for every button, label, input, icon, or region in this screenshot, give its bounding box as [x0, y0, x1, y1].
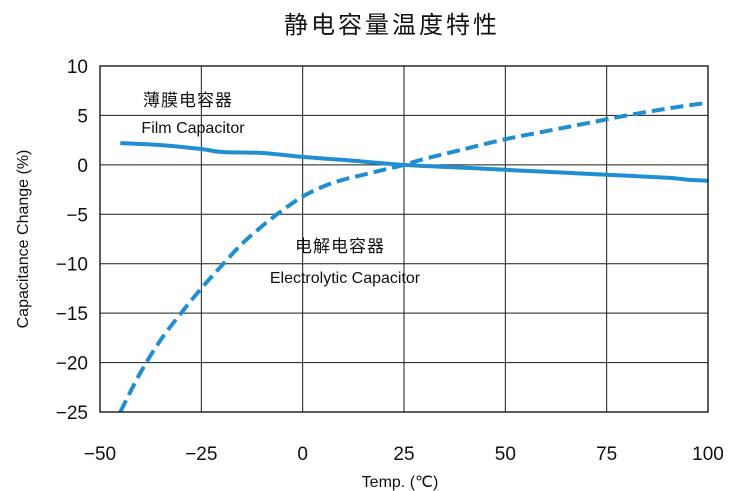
y-tick-label: 5 — [77, 106, 88, 127]
x-axis-label: Temp. (℃) — [362, 474, 439, 491]
grid — [100, 66, 708, 412]
x-tick-label: 75 — [596, 444, 617, 465]
electrolytic-capacitor-label-cn: 电解电容器 — [295, 237, 385, 257]
electrolytic-capacitor-label-en: Electrolytic Capacitor — [270, 270, 421, 287]
y-tick-label: −20 — [56, 354, 88, 375]
y-tick-label: −15 — [56, 304, 88, 325]
film-capacitor-label-cn: 薄膜电容器 — [143, 91, 233, 111]
x-axis-ticks: −50 −25 0 25 50 75 100 — [84, 444, 724, 465]
plot-frame — [99, 65, 709, 413]
x-tick-label: 25 — [393, 444, 414, 465]
x-tick-label: −50 — [84, 444, 116, 465]
y-axis-label: Capacitance Change (%) — [15, 150, 32, 329]
x-tick-label: 100 — [692, 444, 724, 465]
x-tick-label: −25 — [185, 444, 217, 465]
y-tick-label: −10 — [56, 255, 88, 276]
y-tick-label: −25 — [56, 403, 88, 424]
y-tick-label: −5 — [66, 205, 88, 226]
y-tick-label: 0 — [77, 156, 88, 177]
y-tick-label: 10 — [67, 57, 88, 78]
chart-title: 静电容量温度特性 — [284, 11, 500, 39]
y-axis-ticks: 10 5 0 −5 −10 −15 −20 −25 — [56, 57, 88, 424]
x-tick-label: 50 — [495, 444, 516, 465]
series-layer — [118, 100, 709, 413]
electrolytic-capacitor-line — [118, 100, 709, 413]
film-capacitor-label-en: Film Capacitor — [141, 120, 245, 137]
x-tick-label: 0 — [297, 444, 308, 465]
